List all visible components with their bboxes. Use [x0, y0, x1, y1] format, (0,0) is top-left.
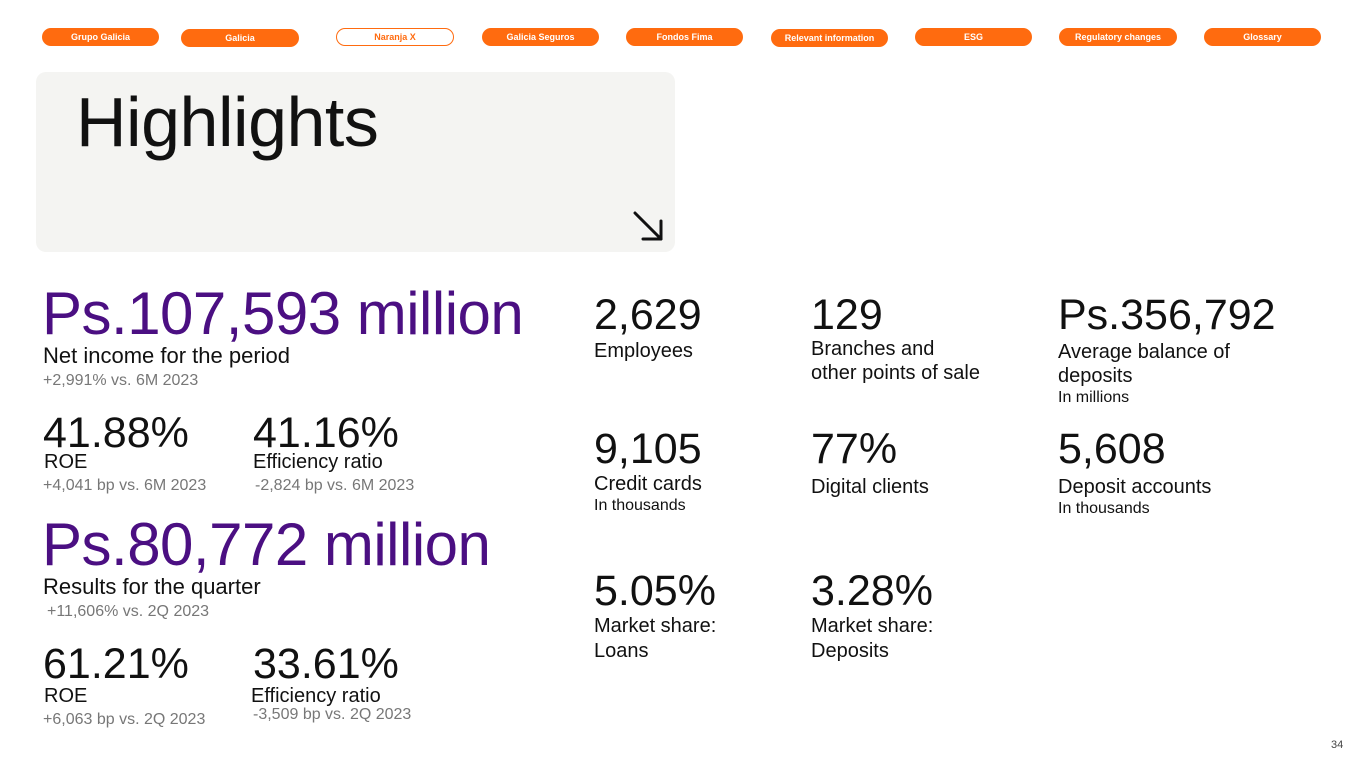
net-income-value: Ps.107,593 million [42, 280, 524, 347]
deposit-accounts-unit: In thousands [1058, 500, 1150, 517]
quarter-efficiency-value: 33.61% [253, 640, 399, 688]
avg-deposits-value: Ps.356,792 [1058, 291, 1276, 339]
quarter-roe-label: ROE [44, 685, 88, 707]
deposit-accounts-value: 5,608 [1058, 425, 1166, 473]
quarter-efficiency-change: -3,509 bp vs. 2Q 2023 [253, 706, 412, 723]
period-efficiency-change: -2,824 bp vs. 6M 2023 [255, 477, 415, 494]
period-efficiency-label: Efficiency ratio [253, 451, 383, 473]
credit-cards-label: Credit cards [594, 473, 702, 495]
nav-fondos-fima[interactable]: Fondos Fima [626, 28, 743, 46]
share-deposits-value: 3.28% [811, 567, 933, 615]
arrow-down-right-icon [633, 211, 663, 241]
quarter-results-value: Ps.80,772 million [42, 511, 491, 578]
nav-naranja-x[interactable]: Naranja X [336, 28, 454, 46]
quarter-results-label: Results for the quarter [43, 574, 261, 599]
net-income-change: +2,991% vs. 6M 2023 [43, 372, 199, 389]
share-loans-label-line1: Market share: [594, 615, 717, 637]
period-roe-value: 41.88% [43, 409, 189, 457]
quarter-roe-change: +6,063 bp vs. 2Q 2023 [43, 711, 206, 728]
quarter-efficiency-label: Efficiency ratio [251, 685, 381, 707]
period-roe-label: ROE [44, 451, 88, 473]
digital-clients-label: Digital clients [811, 476, 929, 498]
employees-label: Employees [594, 340, 693, 362]
employees-value: 2,629 [594, 291, 702, 339]
avg-deposits-label-line2: deposits [1058, 365, 1133, 387]
nav-regulatory-changes[interactable]: Regulatory changes [1059, 28, 1177, 46]
share-loans-value: 5.05% [594, 567, 716, 615]
deposit-accounts-label: Deposit accounts [1058, 476, 1212, 498]
share-deposits-label-line2: Deposits [811, 640, 889, 662]
branches-value: 129 [811, 291, 883, 339]
period-efficiency-value: 41.16% [253, 409, 399, 457]
nav-glossary[interactable]: Glossary [1204, 28, 1321, 46]
avg-deposits-unit: In millions [1058, 389, 1130, 406]
credit-cards-value: 9,105 [594, 425, 702, 473]
branches-label-line2: other points of sale [811, 362, 980, 384]
nav-grupo-galicia[interactable]: Grupo Galicia [42, 28, 159, 46]
nav-esg[interactable]: ESG [915, 28, 1032, 46]
nav-galicia[interactable]: Galicia [181, 29, 299, 47]
period-roe-change: +4,041 bp vs. 6M 2023 [43, 477, 207, 494]
quarter-results-change: +11,606% vs. 2Q 2023 [47, 603, 210, 620]
share-loans-label-line2: Loans [594, 640, 649, 662]
digital-clients-value: 77% [811, 425, 898, 473]
avg-deposits-label-line1: Average balance of [1058, 341, 1230, 363]
nav-relevant-information[interactable]: Relevant information [771, 29, 888, 47]
branches-label-line1: Branches and [811, 338, 935, 360]
net-income-label: Net income for the period [43, 343, 291, 368]
page-title: Highlights [76, 83, 379, 161]
quarter-roe-value: 61.21% [43, 640, 189, 688]
share-deposits-label-line1: Market share: [811, 615, 934, 637]
highlights-card: Highlights [36, 72, 675, 252]
nav-galicia-seguros[interactable]: Galicia Seguros [482, 28, 599, 46]
credit-cards-unit: In thousands [594, 497, 686, 514]
page-number: 34 [1331, 739, 1344, 751]
